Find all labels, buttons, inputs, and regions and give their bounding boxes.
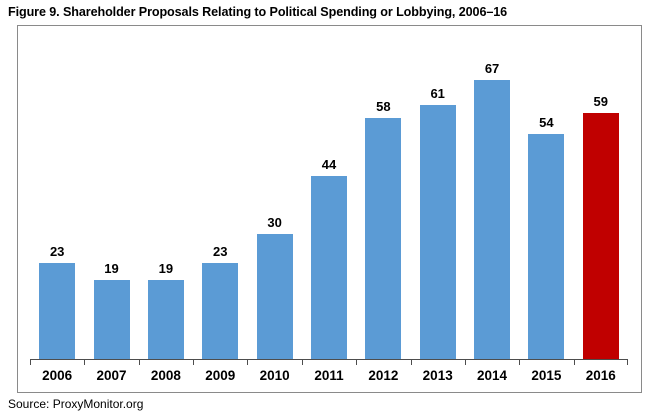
value-label-2011: 44 <box>321 157 337 172</box>
bar-group-2010: 30 <box>247 26 301 359</box>
x-axis-label-2009: 2009 <box>205 368 236 383</box>
x-axis-label-2011: 2011 <box>314 368 344 383</box>
x-axis-tick <box>84 360 85 365</box>
plot-area: 23 19 19 23 30 44 58 61 67 54 59 <box>30 26 628 360</box>
bar-group-2015: 54 <box>519 26 573 359</box>
bar-group-2008: 19 <box>139 26 193 359</box>
x-axis-tick <box>627 360 628 365</box>
bar-2006 <box>39 263 76 359</box>
bar-2016 <box>582 113 619 359</box>
value-label-2016: 59 <box>593 94 608 109</box>
page-title: Figure 9. Shareholder Proposals Relating… <box>8 5 508 19</box>
x-axis-tick <box>139 360 140 365</box>
bar-2011 <box>310 176 347 359</box>
x-axis-label-2008: 2008 <box>150 368 181 383</box>
value-label-2012: 58 <box>376 99 391 114</box>
x-axis-tick <box>465 360 466 365</box>
bar-2014 <box>474 80 511 359</box>
x-axis-labels: 2006 2007 2008 2009 2010 2011 2012 2013 2014 2015… <box>30 368 628 383</box>
bar-2010 <box>256 234 293 359</box>
x-axis-tick <box>302 360 303 365</box>
x-axis-label-2015: 2015 <box>531 368 562 383</box>
bar-2007 <box>93 280 130 359</box>
x-axis-label-2010: 2010 <box>259 368 290 383</box>
value-label-2013: 61 <box>430 86 445 101</box>
x-axis-ticks <box>30 360 628 365</box>
bar-group-2007: 19 <box>84 26 138 359</box>
value-label-2006: 23 <box>49 244 65 259</box>
bar-2013 <box>419 105 456 359</box>
x-axis-label-2007: 2007 <box>96 368 127 383</box>
bar-group-2016: 59 <box>574 26 628 359</box>
bar-2012 <box>365 118 402 359</box>
bar-group-2013: 61 <box>411 26 465 359</box>
x-axis-tick <box>30 360 31 365</box>
x-axis-tick <box>193 360 194 365</box>
bar-group-2009: 23 <box>193 26 247 359</box>
value-label-2008: 19 <box>158 261 174 276</box>
x-axis-tick <box>574 360 575 365</box>
value-label-2007: 19 <box>104 261 119 276</box>
x-axis-tick <box>519 360 520 365</box>
value-label-2010: 30 <box>267 215 282 230</box>
value-label-2009: 23 <box>213 244 228 259</box>
chart-frame: 23 19 19 23 30 44 58 61 67 54 59 2006 2007 2008 2009 2… <box>17 25 642 393</box>
x-axis-label-2014: 2014 <box>477 368 508 383</box>
bar-2008 <box>147 280 184 359</box>
x-axis-label-2013: 2013 <box>422 368 453 383</box>
value-label-2015: 54 <box>539 115 554 130</box>
x-axis-label-2016: 2016 <box>585 368 616 383</box>
bar-group-2011: 44 <box>302 26 356 359</box>
x-axis-tick <box>247 360 248 365</box>
x-axis-tick <box>411 360 412 365</box>
x-axis-label-2006: 2006 <box>42 368 73 383</box>
bar-group-2014: 67 <box>465 26 519 359</box>
bar-2015 <box>528 134 565 359</box>
x-axis-label-2012: 2012 <box>368 368 399 383</box>
bar-2009 <box>202 263 239 359</box>
bar-group-2006: 23 <box>30 26 84 359</box>
value-label-2014: 67 <box>484 61 500 76</box>
x-axis-tick <box>356 360 357 365</box>
source-note: Source: ProxyMonitor.org <box>8 397 144 411</box>
bar-group-2012: 58 <box>356 26 410 359</box>
